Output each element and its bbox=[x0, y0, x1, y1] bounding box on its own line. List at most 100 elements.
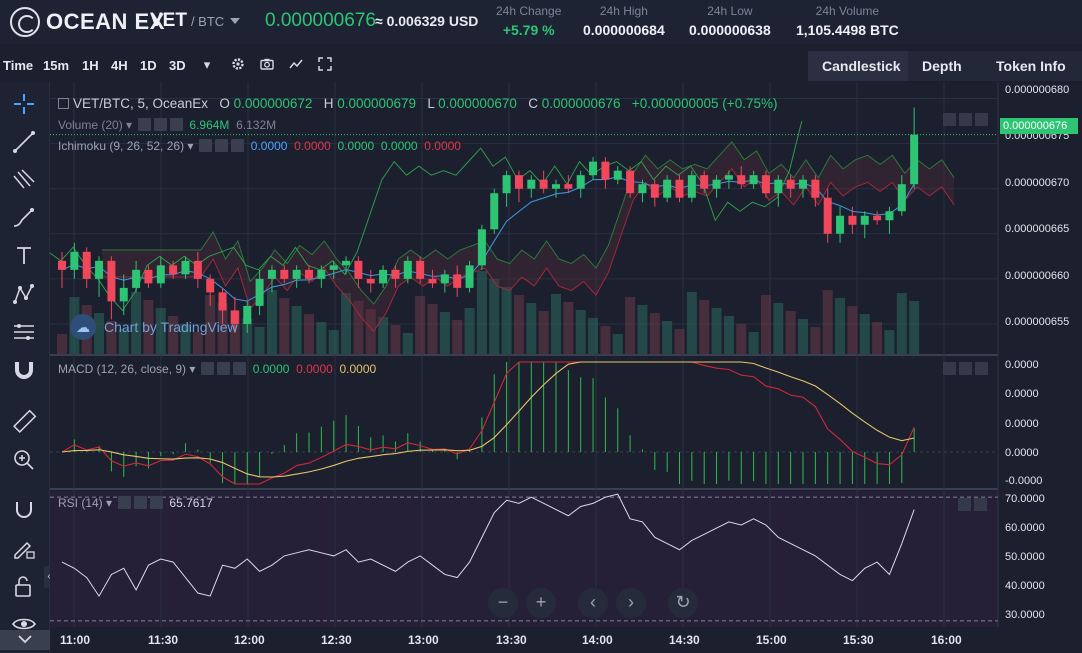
close-icon[interactable] bbox=[150, 496, 164, 509]
ruler-icon[interactable] bbox=[10, 408, 38, 436]
volume-bar bbox=[489, 279, 500, 354]
crosshair-icon[interactable] bbox=[10, 90, 38, 118]
volume-bar bbox=[909, 301, 920, 354]
scroll-right-button[interactable]: › bbox=[616, 588, 646, 618]
interval-1h[interactable]: 1H bbox=[82, 58, 99, 73]
collapse-toolbar-button[interactable]: ‹ bbox=[44, 566, 54, 588]
brush-icon[interactable] bbox=[10, 204, 38, 232]
eye-icon[interactable] bbox=[199, 139, 213, 152]
eye-icon[interactable] bbox=[118, 496, 132, 509]
pane-buttons[interactable] bbox=[940, 113, 988, 129]
chevron-down-icon[interactable]: ▾ bbox=[203, 57, 211, 72]
close-icon[interactable] bbox=[231, 139, 245, 152]
candle-body bbox=[502, 175, 511, 194]
indicator-icon[interactable] bbox=[288, 57, 304, 73]
eye-icon[interactable] bbox=[201, 362, 215, 375]
tab-candlestick[interactable]: Candlestick bbox=[808, 51, 908, 81]
pair-selector[interactable]: VET / BTC bbox=[150, 10, 241, 32]
candle-body bbox=[527, 179, 536, 189]
volume-legend[interactable]: Volume (20) ▾ 6.964M 6.132M bbox=[58, 118, 277, 132]
camera-icon[interactable] bbox=[259, 57, 275, 73]
candle-body bbox=[391, 269, 400, 279]
pane-buttons[interactable] bbox=[940, 362, 988, 378]
tab-depth[interactable]: Depth bbox=[922, 58, 962, 74]
rsi-tick: 50.0000 bbox=[1005, 551, 1045, 563]
scroll-left-button[interactable]: ‹ bbox=[578, 588, 608, 618]
oceanex-logo[interactable]: OCEAN EX bbox=[10, 7, 165, 37]
reset-chart-button[interactable]: ↻ bbox=[668, 588, 698, 618]
volume-bar bbox=[674, 329, 685, 354]
macd-legend[interactable]: MACD (12, 26, close, 9) ▾ 0.0000 0.0000 … bbox=[58, 362, 377, 376]
indicator-buttons[interactable] bbox=[118, 496, 166, 510]
magnet-icon[interactable] bbox=[10, 356, 38, 384]
candle-body bbox=[82, 251, 91, 279]
pattern-icon[interactable] bbox=[10, 280, 38, 308]
rsi-legend[interactable]: RSI (14) ▾ 65.7617 bbox=[58, 496, 213, 510]
interval-3d[interactable]: 3D bbox=[169, 58, 186, 73]
unlock-icon[interactable] bbox=[10, 572, 38, 600]
chevron-down-icon[interactable] bbox=[0, 630, 50, 650]
trend-line-icon[interactable] bbox=[10, 128, 38, 156]
eye-icon[interactable] bbox=[10, 610, 38, 638]
tab-token-info[interactable]: Token Info bbox=[996, 58, 1066, 74]
candle-body bbox=[885, 211, 894, 221]
macd-tick: -0.0000 bbox=[1005, 475, 1043, 487]
zoom-out-button[interactable]: − bbox=[488, 588, 518, 618]
chart-canvas[interactable] bbox=[50, 82, 1082, 653]
candle-body bbox=[737, 175, 746, 185]
arrow-up-icon[interactable] bbox=[943, 362, 956, 375]
gear-icon[interactable] bbox=[230, 57, 246, 73]
logo-icon bbox=[10, 7, 40, 37]
indicator-buttons[interactable] bbox=[138, 118, 186, 132]
arrow-up-icon[interactable] bbox=[958, 498, 971, 511]
volume-bar bbox=[180, 324, 191, 354]
change-value: +0.000000005 (+0.75%) bbox=[631, 96, 778, 111]
candle-body bbox=[613, 170, 622, 180]
volume-bar bbox=[760, 295, 771, 354]
maximize-icon[interactable] bbox=[975, 362, 988, 375]
volume-bar bbox=[884, 330, 895, 354]
macd-tick: 0.0000 bbox=[1005, 447, 1039, 459]
fib-icon[interactable] bbox=[10, 166, 38, 194]
volume-bar bbox=[192, 332, 203, 354]
indicator-buttons[interactable] bbox=[201, 362, 249, 376]
chart-area[interactable]: VET/BTC, 5, OceanEx O 0.000000672 H 0.00… bbox=[50, 82, 1082, 653]
volume-bar bbox=[168, 316, 179, 354]
arrow-down-icon[interactable] bbox=[959, 113, 972, 126]
ichimoku-legend[interactable]: Ichimoku (9, 26, 52, 26) ▾ 0.0000 0.0000… bbox=[58, 139, 461, 153]
gear-icon[interactable] bbox=[134, 496, 148, 509]
gear-icon[interactable] bbox=[154, 118, 168, 131]
interval-4h[interactable]: 4H bbox=[111, 58, 128, 73]
rsi-line bbox=[61, 493, 915, 598]
volume-bar bbox=[896, 293, 907, 354]
arrow-down-icon[interactable] bbox=[959, 362, 972, 375]
gear-icon[interactable] bbox=[215, 139, 229, 152]
collapse-legend-icon[interactable] bbox=[58, 98, 69, 109]
interval-15m[interactable]: 15m bbox=[43, 58, 70, 73]
volume-bar bbox=[242, 319, 253, 354]
pencil-lock-icon[interactable] bbox=[10, 534, 38, 562]
text-icon[interactable] bbox=[10, 242, 38, 270]
watermark-text: Chart by TradingView bbox=[104, 319, 238, 335]
pane-buttons[interactable] bbox=[955, 498, 987, 514]
indicator-buttons[interactable] bbox=[199, 139, 247, 153]
close-icon[interactable] bbox=[233, 362, 247, 375]
fullscreen-icon[interactable] bbox=[317, 57, 333, 73]
gear-icon[interactable] bbox=[217, 362, 231, 375]
candle-body bbox=[107, 260, 116, 302]
measure-icon[interactable] bbox=[10, 318, 38, 346]
interval-1d[interactable]: 1D bbox=[140, 58, 157, 73]
close-icon[interactable] bbox=[170, 118, 184, 131]
zoom-in-icon[interactable] bbox=[10, 446, 38, 474]
candle-body bbox=[897, 184, 906, 212]
maximize-icon[interactable] bbox=[974, 498, 987, 511]
volume-bar bbox=[155, 308, 166, 354]
tradingview-watermark[interactable]: ☁ Chart by TradingView bbox=[70, 314, 238, 340]
volume-bar bbox=[254, 327, 265, 354]
arrow-up-icon[interactable] bbox=[943, 113, 956, 126]
magnet-lock-icon[interactable] bbox=[10, 496, 38, 524]
interval-time[interactable]: Time bbox=[3, 58, 34, 73]
maximize-icon[interactable] bbox=[975, 113, 988, 126]
zoom-in-button[interactable]: + bbox=[526, 588, 556, 618]
eye-icon[interactable] bbox=[138, 118, 152, 131]
